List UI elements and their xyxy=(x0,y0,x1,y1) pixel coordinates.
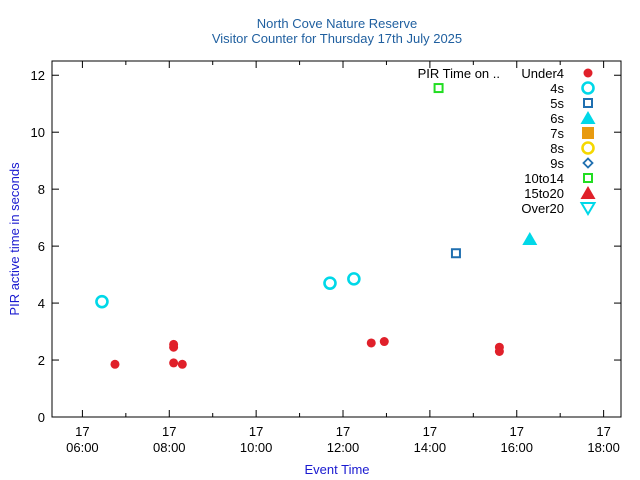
y-tick-label: 0 xyxy=(38,410,45,425)
data-point-10to14 xyxy=(433,83,444,94)
legend-label: 9s xyxy=(550,156,564,171)
legend-marker-15to20 xyxy=(580,186,596,199)
data-point-under4 xyxy=(366,338,376,348)
x-tick-label-time: 10:00 xyxy=(240,440,273,455)
y-tick-label: 6 xyxy=(38,239,45,254)
chart-subtitle: Visitor Counter for Thursday 17th July 2… xyxy=(212,31,462,46)
legend-marker-4s xyxy=(581,81,595,95)
y-tick-label: 2 xyxy=(38,353,45,368)
x-tick-label-time: 16:00 xyxy=(500,440,533,455)
x-axis-title: Event Time xyxy=(304,462,369,477)
legend-label: 10to14 xyxy=(524,171,564,186)
data-point-6s xyxy=(522,232,538,245)
chart-title: North Cove Nature Reserve xyxy=(257,16,417,31)
data-points xyxy=(95,83,538,369)
data-point-4s xyxy=(347,272,361,286)
legend-label: 15to20 xyxy=(524,186,564,201)
x-tick-label-day: 17 xyxy=(249,424,263,439)
x-tick-label-time: 14:00 xyxy=(414,440,447,455)
data-point-4s xyxy=(95,294,109,309)
legend-marker-10to14 xyxy=(583,173,593,183)
legend-marker-7s xyxy=(582,127,594,139)
x-tick-label-day: 17 xyxy=(423,424,437,439)
y-axis-title: PIR active time in seconds xyxy=(7,162,22,316)
legend-marker-5s xyxy=(583,98,593,108)
x-tick-label-time: 06:00 xyxy=(66,440,99,455)
y-tick-label: 12 xyxy=(31,68,45,83)
legend-marker-9s xyxy=(582,157,594,169)
legend-marker-8s xyxy=(581,141,595,155)
x-tick-label-time: 08:00 xyxy=(153,440,186,455)
legend-label: Under4 xyxy=(521,66,564,81)
x-tick-label-day: 17 xyxy=(75,424,89,439)
legend-label: Over20 xyxy=(521,201,564,216)
data-point-4s xyxy=(323,276,337,290)
data-point-under4 xyxy=(379,337,389,347)
legend-label: 4s xyxy=(550,81,564,96)
x-tick-label-time: 12:00 xyxy=(327,440,360,455)
y-tick-label: 10 xyxy=(31,125,45,140)
x-tick-label-day: 17 xyxy=(336,424,350,439)
y-tick-label: 8 xyxy=(38,182,45,197)
legend-marker-6s xyxy=(580,111,596,124)
x-tick-label-day: 17 xyxy=(510,424,524,439)
data-point-5s xyxy=(450,248,461,259)
y-tick-label: 4 xyxy=(38,296,45,311)
legend-marker-over20 xyxy=(579,202,597,216)
legend-label: 5s xyxy=(550,96,564,111)
data-point-under4 xyxy=(169,358,179,368)
legend-marker-under4 xyxy=(583,68,593,78)
data-point-under4 xyxy=(110,359,120,369)
axis-ticks: 0246810121706:001708:001710:001712:00171… xyxy=(31,61,621,455)
legend-label: 7s xyxy=(550,126,564,141)
x-tick-label-day: 17 xyxy=(596,424,610,439)
data-point-under4 xyxy=(494,346,504,356)
x-tick-label-time: 18:00 xyxy=(587,440,620,455)
legend-label: 6s xyxy=(550,111,564,126)
legend-title: PIR Time on .. xyxy=(418,66,500,81)
legend-label: 8s xyxy=(550,141,564,156)
x-tick-label-day: 17 xyxy=(162,424,176,439)
data-point-under4 xyxy=(177,359,187,369)
data-point-under4 xyxy=(169,342,179,352)
plot-frame xyxy=(51,60,622,418)
